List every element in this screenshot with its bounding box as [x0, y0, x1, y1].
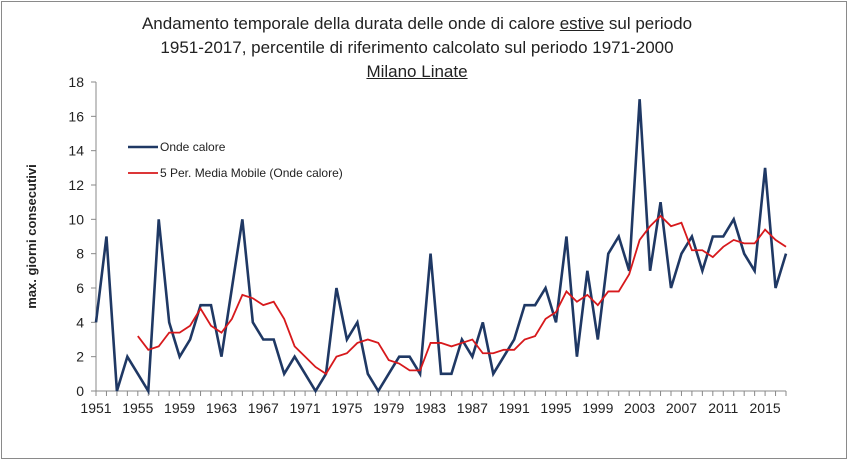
y-tick-label: 8	[76, 246, 84, 262]
chart-title-line-1: Andamento temporale della durata delle o…	[2, 14, 832, 34]
series-moving-average-line	[137, 214, 787, 376]
x-tick-label: 1979	[373, 400, 404, 416]
y-tick-label: 0	[76, 383, 84, 399]
chart-title-line-2: 1951-2017, percentile di riferimento cal…	[160, 38, 674, 57]
y-axis-label: max. giorni consecutivi	[24, 164, 39, 309]
x-tick-label: 1967	[248, 400, 279, 416]
x-tick-label: 1999	[582, 400, 613, 416]
y-tick-label: 2	[76, 349, 84, 365]
x-tick-label: 1959	[164, 400, 195, 416]
title-part: sul periodo	[608, 14, 693, 33]
x-tick-label: 2015	[750, 400, 781, 416]
x-tick-label: 1955	[122, 400, 153, 416]
y-tick-label: 12	[68, 177, 84, 193]
y-tick-label: 14	[68, 143, 84, 159]
legend-label-moving-average: 5 Per. Media Mobile (Onde calore)	[160, 166, 343, 180]
x-tick-label: 1983	[415, 400, 446, 416]
x-tick-label: 1951	[80, 400, 111, 416]
title-part: Andamento temporale della durata delle o…	[141, 14, 555, 33]
y-tick-label: 16	[68, 108, 84, 124]
y-tick-label: 10	[68, 211, 84, 227]
x-tick-label: 1975	[331, 400, 362, 416]
x-tick-label: 1991	[499, 400, 530, 416]
x-tick-label: 2011	[708, 400, 738, 416]
title-underlined-word: estive	[559, 14, 605, 33]
chart-subtitle-station: Milano Linate	[366, 62, 468, 81]
y-tick-label: 6	[76, 280, 84, 296]
x-tick-label: 2003	[624, 400, 655, 416]
x-tick-label: 1971	[290, 400, 321, 416]
x-tick-label: 1987	[457, 400, 488, 416]
legend-label-onde-calore: Onde calore	[160, 140, 226, 154]
x-tick-label: 1963	[206, 400, 237, 416]
y-tick-label: 4	[76, 314, 84, 330]
y-tick-label: 18	[68, 74, 84, 90]
x-tick-label: 2007	[666, 400, 697, 416]
x-tick-label: 1995	[540, 400, 571, 416]
